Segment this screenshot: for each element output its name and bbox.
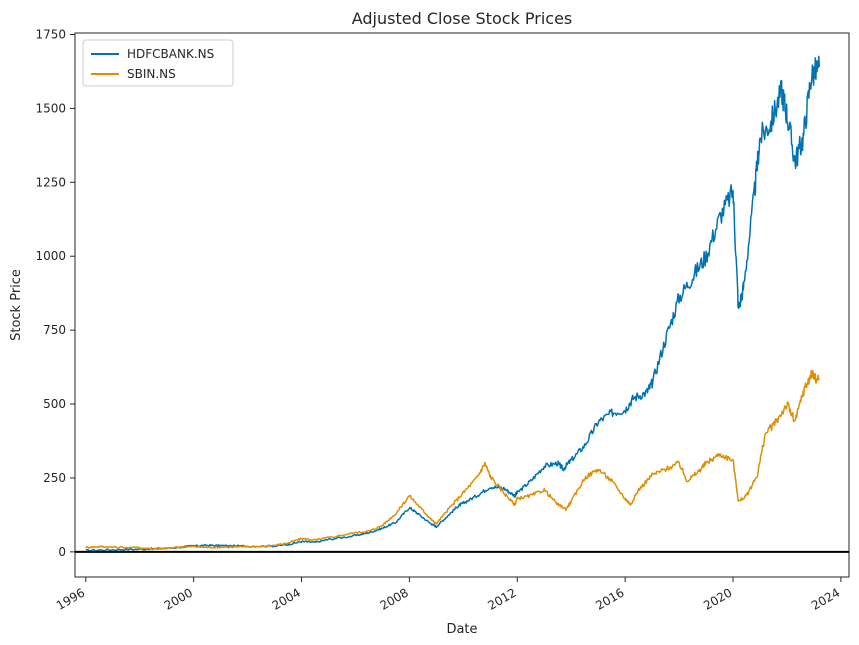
- y-axis-label: Stock Price: [9, 269, 24, 341]
- y-tick-label: 1250: [35, 175, 66, 189]
- x-tick-label: 2000: [162, 585, 195, 612]
- legend-label: HDFCBANK.NS: [127, 47, 214, 61]
- chart-title: Adjusted Close Stock Prices: [352, 9, 573, 28]
- x-tick-label: 2024: [809, 585, 842, 612]
- x-tick-label: 2004: [270, 585, 303, 612]
- y-tick-label: 1000: [35, 249, 66, 263]
- chart-legend: HDFCBANK.NS SBIN.NS: [82, 39, 234, 87]
- plot-frame: [74, 32, 850, 578]
- y-axis: 0 250 500 750 1000 1250 1500 1750: [35, 27, 75, 559]
- plot-area: [74, 32, 850, 578]
- x-tick-label: 2020: [701, 585, 734, 612]
- x-tick-label: 2008: [377, 585, 410, 612]
- legend-label: SBIN.NS: [127, 67, 176, 81]
- y-tick-label: 250: [43, 471, 66, 485]
- y-tick-label: 1500: [35, 101, 66, 115]
- series-line-hdfcbank-ns: [85, 55, 821, 552]
- x-tick-label: 2012: [485, 585, 518, 612]
- x-axis-label: Date: [446, 622, 477, 637]
- x-tick-label: 2016: [593, 585, 626, 612]
- y-tick-label: 500: [43, 397, 66, 411]
- x-tick-label: 1996: [54, 585, 87, 612]
- series-line-sbin-ns: [85, 369, 820, 551]
- x-axis: 1996 2000 2004 2008 2012 2016 2020 2024: [54, 577, 842, 613]
- legend-box: [82, 39, 234, 87]
- y-tick-label: 1750: [35, 27, 66, 41]
- y-tick-label: 0: [58, 545, 66, 559]
- y-tick-label: 750: [43, 323, 66, 337]
